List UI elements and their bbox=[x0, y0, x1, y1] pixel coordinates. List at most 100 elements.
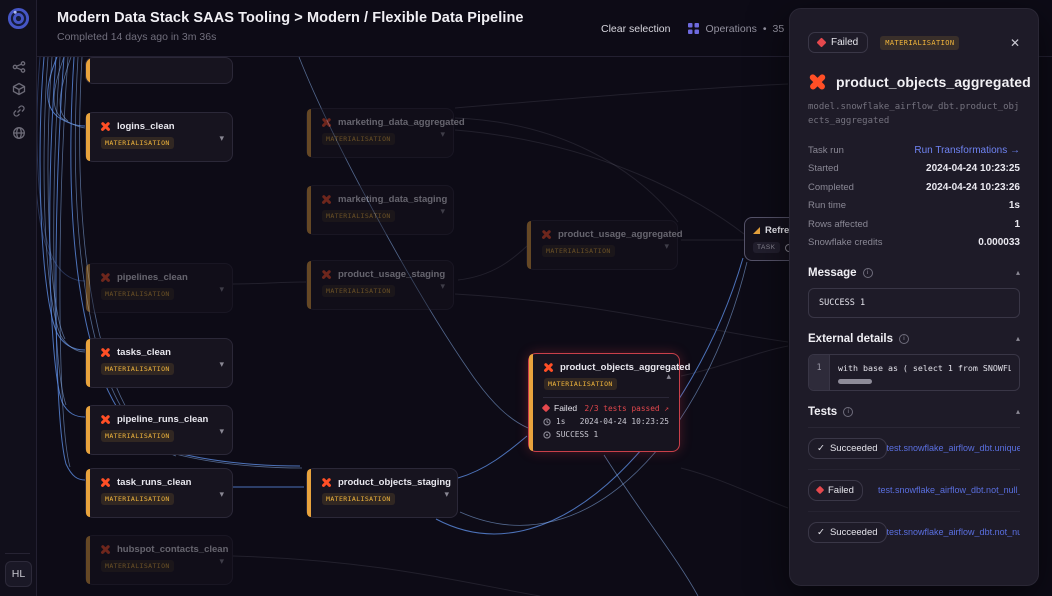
task-node-label: Refre bbox=[765, 225, 790, 236]
test-status-badge: ✓ Succeeded bbox=[808, 437, 887, 459]
code-line: with base as ( select 1 from SNOWFLAKE bbox=[838, 362, 1011, 373]
detail-row-started: Started 2024-04-24 10:23:25 bbox=[808, 163, 1020, 175]
materialisation-badge: MATERIALISATION bbox=[101, 288, 174, 300]
test-status-badge: ✓ Succeeded bbox=[808, 521, 887, 543]
failed-diamond-icon bbox=[815, 486, 825, 495]
test-link[interactable]: test.snowflake_airflow_dbt.not_null_pr bbox=[886, 527, 1020, 538]
run-transformations-link[interactable]: Run Transformations → bbox=[914, 144, 1020, 156]
details-panel: Failed MATERIALISATION ✕ product_objects… bbox=[789, 8, 1039, 586]
node-runtime-row: 1s 2024-04-24 10:23:25 bbox=[543, 415, 669, 428]
operations-label: Operations bbox=[705, 22, 757, 35]
node-message-row: SUCCESS 1 bbox=[543, 428, 669, 441]
info-icon[interactable]: i bbox=[862, 267, 873, 278]
node-product-objects-staging[interactable]: product_objects_staging ▾ MATERIALISATIO… bbox=[306, 468, 458, 518]
materialisation-badge: MATERIALISATION bbox=[880, 35, 960, 50]
materialisation-badge: MATERIALISATION bbox=[322, 133, 395, 145]
operations-grid-icon bbox=[688, 23, 700, 34]
dbt-icon bbox=[321, 117, 332, 128]
model-path: model.snowflake_airflow_dbt.product_obje… bbox=[808, 102, 1020, 127]
operations-counter: Operations • 35 bbox=[688, 23, 784, 35]
dbt-icon bbox=[321, 194, 332, 205]
sidebar: HL bbox=[0, 0, 37, 596]
breadcrumb-title: Modern Data Stack SAAS Tooling > Modern … bbox=[57, 10, 524, 26]
node-marketing-data-staging[interactable]: marketing_data_staging ▾ MATERIALISATION bbox=[306, 185, 454, 235]
chevron-down-icon[interactable]: ▾ bbox=[444, 489, 449, 499]
tests-section: Tests i ▴ ✓ Succeeded test.snowflake_air… bbox=[808, 406, 1020, 553]
node-label: marketing_data_aggregated bbox=[338, 117, 465, 128]
node-label: pipelines_clean bbox=[117, 272, 188, 283]
node-label: product_usage_aggregated bbox=[558, 229, 683, 240]
info-icon[interactable]: i bbox=[899, 333, 910, 344]
node-task-runs-clean[interactable]: task_runs_clean ▾ MATERIALISATION bbox=[85, 468, 233, 518]
dbt-icon bbox=[100, 544, 111, 555]
node-pipelines-clean[interactable]: pipelines_clean ▾ MATERIALISATION bbox=[85, 263, 233, 313]
operations-count: 35 bbox=[772, 22, 785, 35]
chevron-down-icon[interactable]: ▾ bbox=[219, 284, 224, 294]
test-link[interactable]: test.snowflake_airflow_dbt.unique_pro bbox=[886, 443, 1020, 454]
info-icon[interactable]: i bbox=[843, 406, 854, 417]
materialisation-badge: MATERIALISATION bbox=[101, 137, 174, 149]
dbt-icon bbox=[808, 72, 827, 91]
node-product-usage-aggregated[interactable]: product_usage_aggregated ▾ MATERIALISATI… bbox=[526, 220, 683, 270]
detail-row-snowflake-credits: Snowflake credits 0.000033 bbox=[808, 237, 1020, 249]
orchestra-logo[interactable] bbox=[7, 7, 30, 30]
status-text: Failed bbox=[554, 403, 578, 413]
dbt-icon bbox=[541, 229, 552, 240]
status-badge: Failed bbox=[808, 32, 869, 53]
dbt-icon bbox=[321, 269, 332, 280]
materialisation-badge: MATERIALISATION bbox=[101, 430, 174, 442]
collapse-arrow-icon[interactable]: ▴ bbox=[1015, 268, 1020, 278]
avatar[interactable]: HL bbox=[5, 561, 32, 587]
collapse-arrow-icon[interactable]: ▴ bbox=[1015, 407, 1020, 417]
status-circle-icon bbox=[543, 430, 551, 439]
chevron-down-icon[interactable]: ▾ bbox=[440, 129, 445, 139]
close-icon[interactable]: ✕ bbox=[1009, 35, 1020, 50]
horizontal-scrollbar[interactable] bbox=[838, 378, 872, 384]
node-label: pipeline_runs_clean bbox=[117, 414, 209, 425]
failed-diamond-icon bbox=[541, 403, 551, 413]
graph-icon[interactable] bbox=[12, 60, 26, 74]
node-label: product_usage_staging bbox=[338, 269, 446, 280]
tests-summary-link[interactable]: 2/3 tests passed ↗ bbox=[584, 403, 670, 413]
node-pipeline-runs-clean[interactable]: pipeline_runs_clean ▾ MATERIALISATION bbox=[85, 405, 233, 455]
chevron-down-icon[interactable]: ▾ bbox=[219, 489, 224, 499]
node-product-usage-staging[interactable]: product_usage_staging ▾ MATERIALISATION bbox=[306, 260, 454, 310]
timestamp-text: 2024-04-24 10:23:25 bbox=[579, 417, 669, 426]
link-icon[interactable] bbox=[12, 104, 26, 118]
materialisation-badge: MATERIALISATION bbox=[322, 285, 395, 297]
chevron-down-icon[interactable]: ▾ bbox=[219, 133, 224, 143]
node-stripe bbox=[86, 58, 90, 83]
cube-icon[interactable] bbox=[12, 82, 26, 96]
sidebar-divider bbox=[5, 553, 30, 554]
node-label: product_objects_staging bbox=[338, 477, 451, 488]
message-text: SUCCESS 1 bbox=[556, 430, 599, 439]
test-status-badge: Failed bbox=[808, 479, 863, 501]
clear-selection-button[interactable]: Clear selection bbox=[601, 22, 671, 35]
test-row: Failed test.snowflake_airflow_dbt.not_nu… bbox=[808, 470, 1020, 512]
chevron-down-icon[interactable]: ▾ bbox=[219, 359, 224, 369]
materialisation-badge: MATERIALISATION bbox=[322, 210, 395, 222]
dbt-icon bbox=[100, 121, 111, 132]
collapse-arrow-icon[interactable]: ▴ bbox=[1015, 334, 1020, 344]
chevron-down-icon[interactable]: ▾ bbox=[440, 281, 445, 291]
chevron-down-icon[interactable]: ▾ bbox=[219, 556, 224, 566]
node-logins-clean[interactable]: logins_clean ▾ MATERIALISATION bbox=[85, 112, 233, 162]
node-partial[interactable] bbox=[85, 57, 233, 84]
test-link[interactable]: test.snowflake_airflow_dbt.not_null_pr bbox=[878, 485, 1020, 496]
dbt-icon bbox=[100, 414, 111, 425]
chevron-down-icon[interactable]: ▾ bbox=[664, 241, 669, 251]
node-hubspot-contacts-clean[interactable]: hubspot_contacts_clean ▾ MATERIALISATION bbox=[85, 535, 233, 585]
node-product-objects-aggregated-selected[interactable]: product_objects_aggregated ▴ MATERIALISA… bbox=[528, 353, 690, 452]
detail-row-task-run: Task run Run Transformations → bbox=[808, 144, 1020, 156]
materialisation-badge: MATERIALISATION bbox=[322, 493, 395, 505]
message-box: SUCCESS 1 bbox=[808, 287, 1020, 318]
succeeded-check-icon: ✓ bbox=[817, 442, 825, 454]
task-type-badge: TASK bbox=[753, 242, 780, 253]
node-tasks-clean[interactable]: tasks_clean ▾ MATERIALISATION bbox=[85, 338, 233, 388]
collapse-arrow-icon[interactable]: ▴ bbox=[666, 371, 671, 381]
node-marketing-data-aggregated[interactable]: marketing_data_aggregated ▾ MATERIALISAT… bbox=[306, 108, 465, 158]
chevron-down-icon[interactable]: ▾ bbox=[440, 206, 445, 216]
globe-icon[interactable] bbox=[12, 126, 26, 140]
chevron-down-icon[interactable]: ▾ bbox=[219, 426, 224, 436]
